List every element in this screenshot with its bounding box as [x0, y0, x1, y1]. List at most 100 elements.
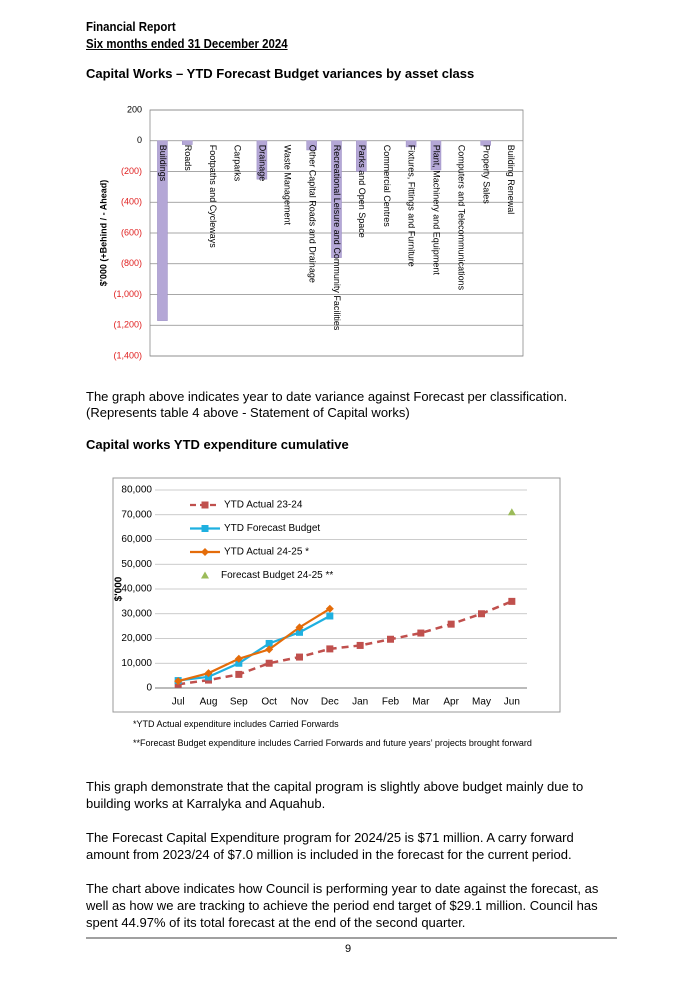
series-line — [178, 615, 331, 682]
y-tick-label: 0 — [146, 683, 152, 694]
bar — [256, 140, 268, 180]
point — [235, 670, 243, 678]
x-tick-label: Roads — [183, 145, 193, 172]
chart-frame — [112, 477, 561, 713]
y-tick-label: 0 — [137, 135, 142, 145]
x-tick-label: Buildings — [158, 145, 168, 182]
footnote: **Forecast Budget expenditure includes C… — [133, 738, 532, 748]
paragraph: The Forecast Capital Expenditure program… — [86, 830, 574, 862]
y-tick-label: (800) — [121, 258, 142, 268]
note-line: The graph above indicates year to date v… — [86, 389, 568, 404]
x-tick-label: Computers and Telecommunications — [456, 145, 466, 291]
header-subtitle: Six months ended 31 December 2024 — [86, 36, 288, 51]
bar — [430, 140, 442, 171]
x-tick-label: Fixtures, Fittings and Furniture — [407, 145, 417, 267]
paragraph: The chart above indicates how Council is… — [86, 881, 599, 930]
x-tick-label: Jan — [352, 697, 368, 708]
x-tick-label: Jun — [504, 697, 520, 708]
legend-label: YTD Actual 24-25 * — [224, 547, 309, 558]
y-axis-label: $'000 (+Behind / - Ahead) — [98, 180, 108, 287]
point — [507, 508, 516, 516]
y-tick-label: (1,400) — [113, 350, 142, 360]
y-tick-label: 200 — [127, 104, 142, 114]
y-tick-label: 80,000 — [121, 485, 152, 496]
x-tick-label: Plant, Machinery and Equipment — [432, 145, 442, 276]
x-tick-label: Footpaths and Cycleways — [208, 145, 218, 249]
x-tick-label: Carparks — [233, 145, 243, 182]
point — [174, 677, 183, 686]
y-tick-label: 30,000 — [121, 608, 152, 619]
point — [265, 639, 273, 647]
point — [325, 604, 334, 613]
bar — [157, 140, 168, 321]
note-line: (Represents table 4 above - Statement of… — [86, 405, 410, 420]
y-tick-label: 70,000 — [121, 509, 152, 520]
point — [265, 659, 273, 667]
y-tick-label: 10,000 — [121, 658, 152, 669]
y-tick-label: (200) — [121, 166, 142, 176]
y-tick-label: 50,000 — [121, 559, 152, 570]
x-tick-label: Drainage — [258, 145, 268, 182]
point — [326, 612, 334, 620]
point — [356, 641, 364, 649]
point — [326, 645, 334, 653]
x-tick-label: Other Capital Roads and Drainage — [307, 145, 317, 283]
x-tick-label: Aug — [200, 697, 218, 708]
point — [201, 571, 209, 579]
y-tick-label: 20,000 — [121, 633, 152, 644]
point — [235, 659, 243, 667]
bar — [182, 140, 193, 145]
header-title: Financial Report — [86, 19, 176, 34]
x-tick-label: Apr — [443, 697, 459, 708]
section-title: Capital works YTD expenditure cumulative — [86, 437, 349, 452]
y-axis-label: $'000 — [114, 576, 125, 601]
point — [296, 653, 303, 661]
x-tick-label: Commercial Centres — [382, 145, 392, 228]
point — [296, 628, 303, 636]
x-tick-label: Sep — [230, 697, 248, 708]
point — [234, 654, 243, 663]
point — [295, 623, 304, 632]
series-line — [177, 600, 513, 686]
point — [478, 610, 485, 618]
x-tick-label: Jul — [172, 697, 185, 708]
x-tick-label: Parks and Open Space — [357, 145, 367, 238]
x-tick-label: Feb — [382, 697, 400, 708]
point — [204, 669, 213, 678]
x-tick-label: Recreational Leisure and Community Facil… — [332, 145, 342, 331]
x-tick-label: Oct — [261, 697, 277, 708]
bar — [331, 140, 342, 258]
y-tick-label: (400) — [121, 197, 142, 207]
footnote: *YTD Actual expenditure includes Carried… — [133, 719, 339, 729]
x-tick-label: May — [472, 697, 491, 708]
y-tick-label: (1,000) — [113, 289, 142, 299]
legend-label: YTD Forecast Budget — [224, 523, 320, 534]
x-tick-label: Property Sales — [481, 145, 491, 205]
y-tick-label: 60,000 — [121, 534, 152, 545]
bar — [405, 140, 417, 148]
legend-label: YTD Actual 23-24 — [224, 500, 303, 511]
y-tick-label: (1,200) — [113, 320, 142, 330]
page-number: 9 — [345, 943, 352, 955]
point — [508, 597, 516, 605]
bar — [356, 140, 367, 172]
paragraph: This graph demonstrate that the capital … — [86, 779, 584, 811]
point — [201, 525, 209, 532]
y-tick-label: 40,000 — [121, 584, 152, 595]
point — [387, 635, 394, 643]
point — [265, 645, 274, 654]
point — [201, 501, 209, 509]
bar — [480, 140, 491, 146]
x-tick-label: Dec — [321, 697, 339, 708]
x-tick-label: Mar — [412, 697, 430, 708]
section-title: Capital Works – YTD Forecast Budget vari… — [86, 66, 475, 81]
x-tick-label: Waste Management — [282, 145, 292, 226]
series-line — [177, 607, 331, 683]
plot-frame — [149, 109, 524, 357]
x-tick-label: Nov — [291, 697, 309, 708]
point — [201, 548, 209, 556]
legend-label: Forecast Budget 24-25 ** — [221, 570, 333, 581]
y-tick-label: (600) — [121, 227, 142, 237]
